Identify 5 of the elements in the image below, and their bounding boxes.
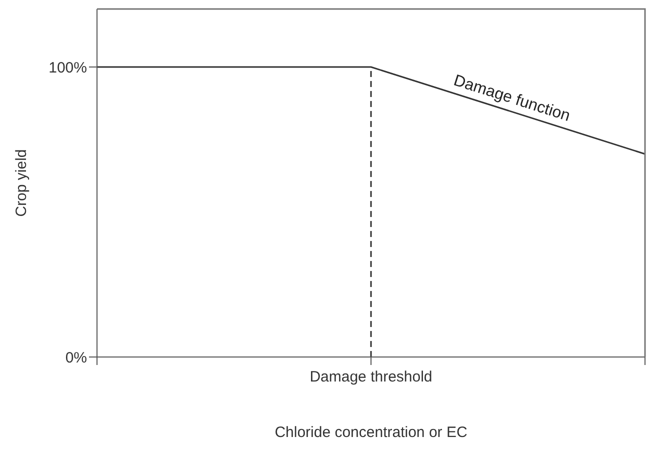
y-tick-label: 100% <box>48 59 87 76</box>
x-axis-title: Chloride concentration or EC <box>274 424 468 441</box>
y-axis-title: Crop yield <box>12 149 30 217</box>
x-tick-label: Damage threshold <box>310 368 432 386</box>
y-tick-label: 0% <box>65 349 87 366</box>
